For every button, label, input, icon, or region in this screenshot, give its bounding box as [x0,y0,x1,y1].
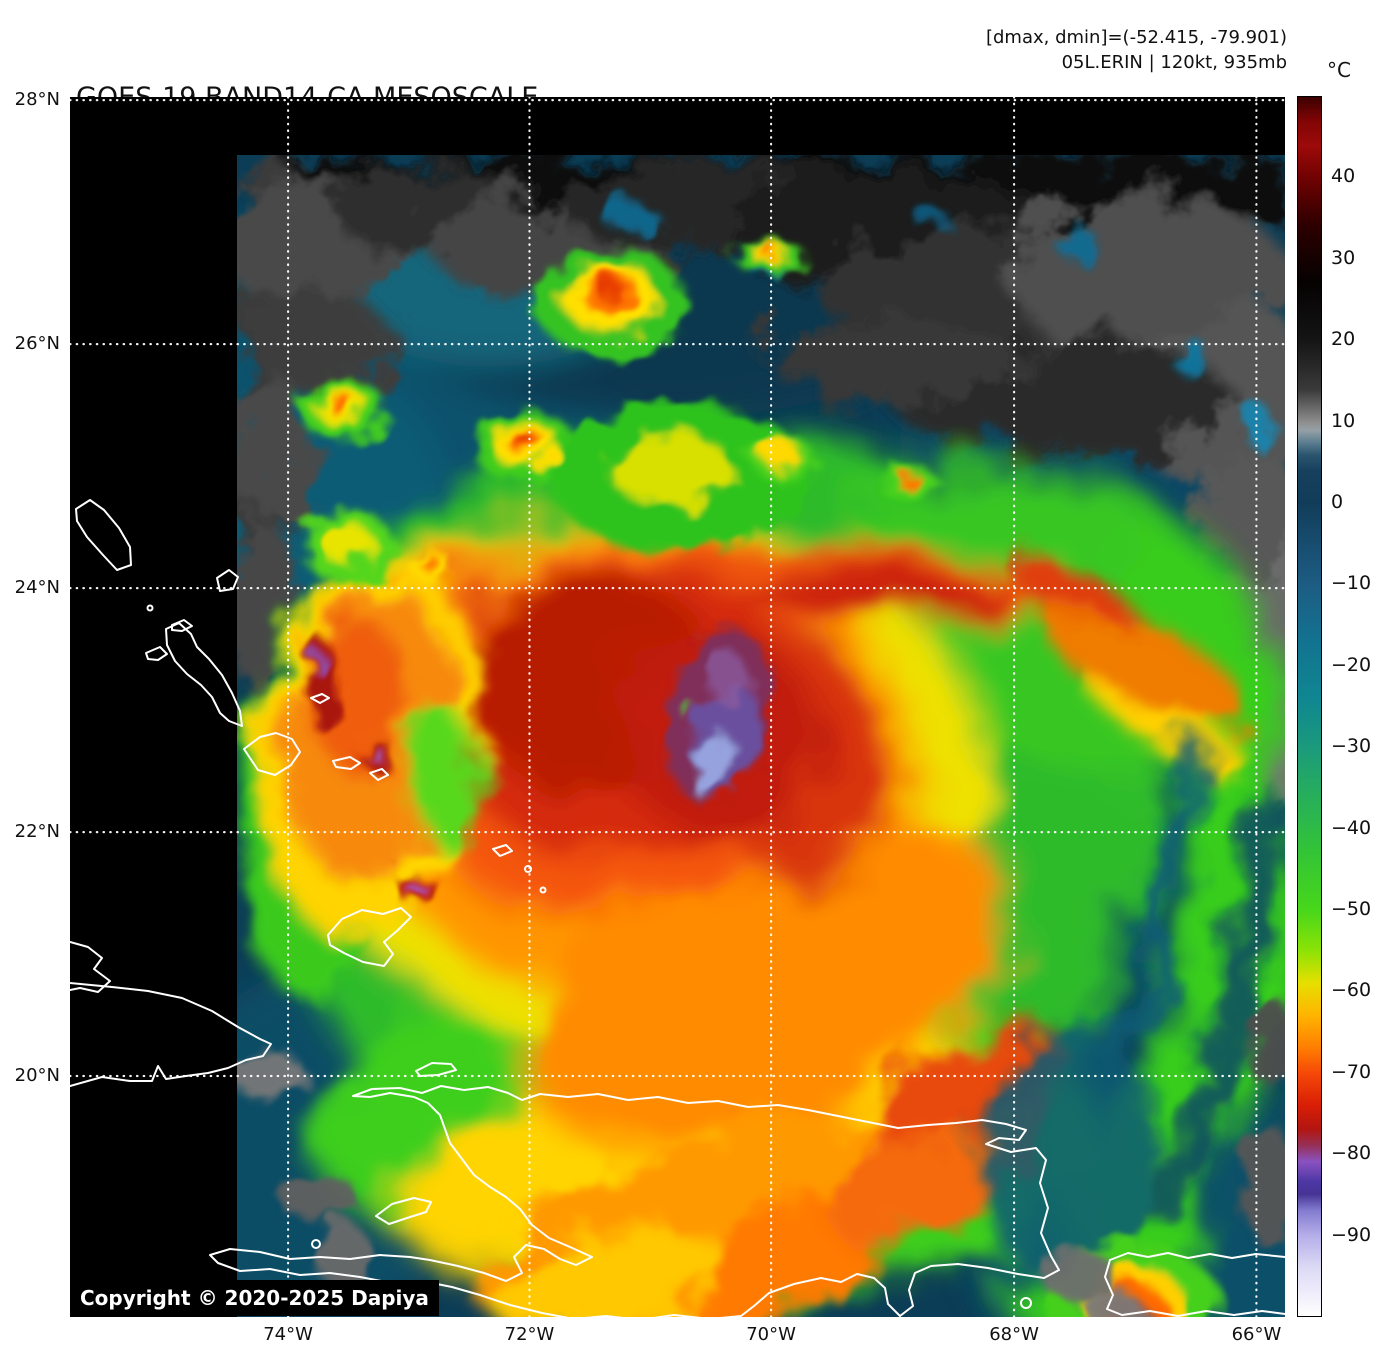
cold-overshoot-purple [665,628,771,802]
latitude-tick-label: 24°N [14,577,60,599]
annotation-dmax-dmin: [dmax, dmin]=(-52.415, -79.901) [985,27,1287,48]
coastline-bahamas [75,499,547,967]
colorbar-tick-label: −30 [1331,735,1372,758]
temperature-colorbar [1297,96,1322,1317]
latitude-tick-label: 20°N [14,1065,60,1087]
colorbar-tick-label: −50 [1331,898,1372,921]
colorbar-unit-label: °C [1327,58,1351,82]
colorbar-tick-label: 20 [1331,328,1356,351]
longitude-tick-label: 74°W [263,1324,313,1345]
graticule [70,97,1285,1317]
annotation-storm-info: 05L.ERIN | 120kt, 935mb [1061,51,1287,73]
colorbar-tick-label: −10 [1331,572,1372,595]
west-arm-cold-spots [308,642,435,901]
copyright-notice: Copyright © 2020-2025 Dapiya [70,1280,439,1316]
gray-cloud-band [237,155,1285,817]
coastline-cuba [70,941,272,1087]
longitude-tick-label: 72°W [504,1324,555,1345]
colorbar-tick-labels: 40 30 20 10 0 −10 −20 −30 −40 −50 −60 −70 −80 −90 [1331,96,1390,1317]
satellite-map [70,97,1285,1317]
colorbar-tick-label: −60 [1331,979,1372,1002]
colorbar-tick-label: 30 [1331,246,1356,269]
colorbar-tick-label: 10 [1331,409,1356,432]
storm-annotation: [dmax, dmin]=(-52.415, -79.901) 05L.ERIN… [986,26,1287,76]
latitude-tick-label: 22°N [14,821,60,843]
longitude-tick-label: 68°W [989,1324,1039,1345]
satellite-image [70,97,1285,1317]
longitude-tick-label: 70°W [746,1324,796,1345]
longitude-tick-label: 66°W [1231,1324,1282,1345]
colorbar-tick-label: −90 [1331,1223,1372,1246]
colorbar-tick-label: 0 [1331,490,1344,513]
latitude-axis: 28°N 26°N 24°N 22°N 20°N [0,89,64,1317]
low-cloud-patches [237,1002,1285,1317]
longitude-axis: 74°W 72°W 70°W 68°W 66°W [70,1324,1285,1352]
latitude-tick-label: 28°N [14,89,60,111]
data-swath [237,155,1285,1317]
colorbar-tick-label: 40 [1331,165,1356,188]
colorbar-tick-label: −40 [1331,816,1372,839]
colorbar-tick-label: −20 [1331,653,1372,676]
latitude-tick-label: 26°N [14,333,60,355]
colorbar-tick-label: −70 [1331,1060,1372,1083]
colorbar-tick-label: −80 [1331,1142,1372,1165]
east-band-gaps [980,735,1285,1287]
convective-cells [300,239,936,583]
coastlines [70,499,1285,1317]
coastline-puerto-rico [1020,1252,1285,1317]
